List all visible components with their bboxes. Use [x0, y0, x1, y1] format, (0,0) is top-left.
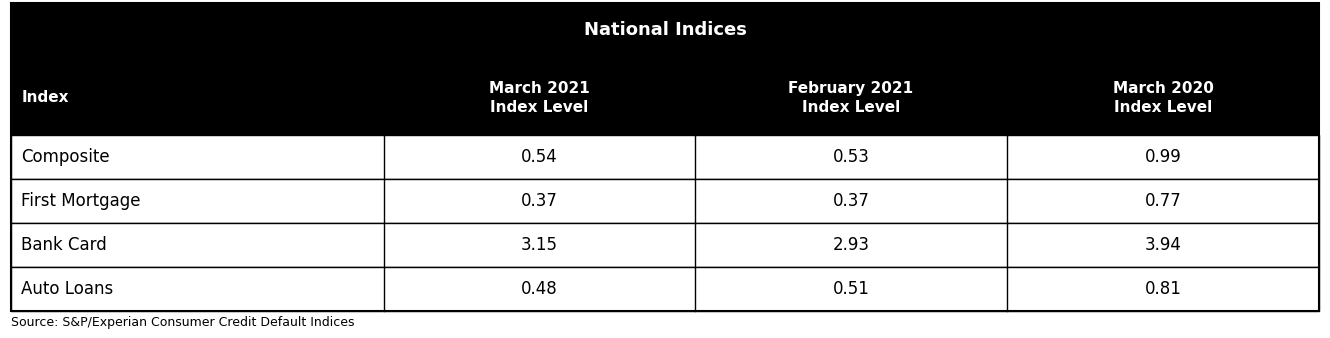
Text: Index: Index — [21, 90, 69, 105]
Text: February 2021
Index Level: February 2021 Index Level — [789, 81, 914, 115]
Text: 0.81: 0.81 — [1145, 280, 1181, 298]
Text: 2.93: 2.93 — [833, 236, 870, 254]
Text: 0.54: 0.54 — [521, 148, 557, 166]
Text: 0.77: 0.77 — [1145, 192, 1181, 210]
Text: 0.51: 0.51 — [833, 280, 870, 298]
Text: 3.94: 3.94 — [1145, 236, 1181, 254]
Text: Composite: Composite — [21, 148, 110, 166]
Text: Auto Loans: Auto Loans — [21, 280, 113, 298]
Text: Bank Card: Bank Card — [21, 236, 106, 254]
Text: March 2020
Index Level: March 2020 Index Level — [1112, 81, 1213, 115]
Text: 3.15: 3.15 — [521, 236, 557, 254]
Text: 0.37: 0.37 — [521, 192, 557, 210]
Text: Source: S&P/Experian Consumer Credit Default Indices: Source: S&P/Experian Consumer Credit Def… — [11, 316, 354, 329]
Text: National Indices: National Indices — [584, 21, 746, 39]
Text: 0.37: 0.37 — [833, 192, 870, 210]
Text: 0.48: 0.48 — [521, 280, 557, 298]
Text: 0.53: 0.53 — [833, 148, 870, 166]
Text: First Mortgage: First Mortgage — [21, 192, 141, 210]
Text: March 2021
Index Level: March 2021 Index Level — [489, 81, 589, 115]
Text: 0.99: 0.99 — [1145, 148, 1181, 166]
